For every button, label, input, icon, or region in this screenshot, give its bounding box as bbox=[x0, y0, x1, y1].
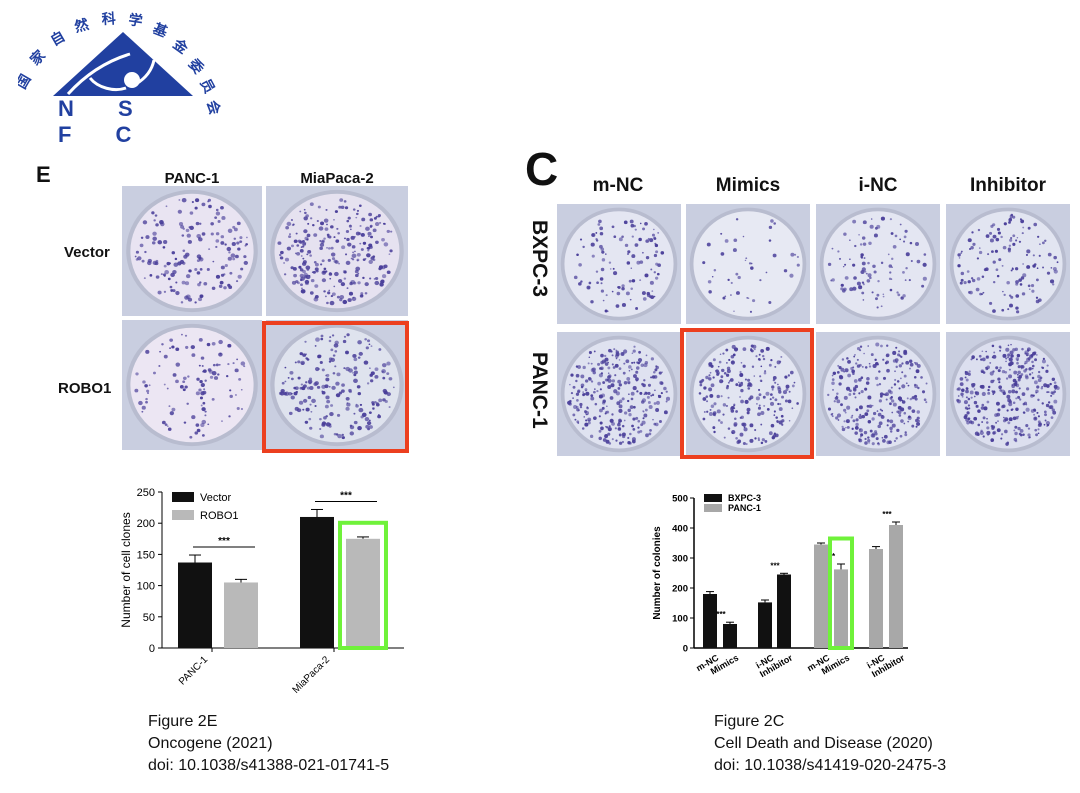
significance-label: *** bbox=[716, 610, 726, 619]
bar bbox=[758, 602, 772, 648]
colony-plate-image bbox=[122, 320, 262, 450]
caption-doi: doi: 10.1038/s41419-020-2475-3 bbox=[714, 757, 947, 774]
svg-text:然: 然 bbox=[73, 16, 91, 35]
bar bbox=[777, 574, 791, 648]
bar bbox=[300, 516, 334, 648]
svg-text:金: 金 bbox=[169, 35, 191, 57]
bar bbox=[889, 525, 903, 648]
bar bbox=[814, 544, 828, 648]
row-header-panc1: PANC-1 bbox=[528, 352, 551, 429]
colony-plate-image bbox=[816, 332, 940, 456]
svg-text:员: 员 bbox=[197, 76, 218, 96]
x-tick-label: MiaPaca-2 bbox=[291, 654, 333, 696]
colony-plate-image bbox=[686, 332, 810, 456]
svg-text:基: 基 bbox=[151, 20, 171, 40]
y-tick-label: 200 bbox=[137, 518, 155, 530]
y-tick-label: 150 bbox=[137, 549, 155, 561]
y-tick-label: 250 bbox=[137, 487, 155, 499]
column-header-inhibitor: Inhibitor bbox=[970, 175, 1046, 196]
y-tick-label: 400 bbox=[672, 524, 688, 535]
column-header-i-nc: i-NC bbox=[858, 175, 898, 196]
bar bbox=[723, 624, 737, 648]
colony-plate-image bbox=[816, 204, 940, 324]
caption-figure-2e: Figure 2E Oncogene (2021) doi: 10.1038/s… bbox=[148, 711, 389, 777]
bar bbox=[703, 594, 717, 648]
y-axis-label: Number of cell clones bbox=[119, 512, 133, 627]
caption-doi: doi: 10.1038/s41388-021-01741-5 bbox=[148, 757, 390, 774]
bar-chart-cell-clones: 0 50 100 150 200 250 Number of cell clones PANC… bbox=[119, 487, 404, 696]
column-header-miapaca2: MiaPaca-2 bbox=[300, 170, 374, 187]
row-header-bxpc3: BXPC-3 bbox=[528, 220, 551, 298]
logo-letters: N S F C bbox=[58, 96, 152, 147]
colony-plate-image bbox=[946, 204, 1070, 324]
significance-label: *** bbox=[770, 561, 780, 570]
y-tick-label: 50 bbox=[143, 612, 155, 624]
panel-letter-e: E bbox=[36, 162, 51, 187]
caption-journal: Cell Death and Disease (2020) bbox=[714, 735, 933, 752]
column-header-mimics: Mimics bbox=[715, 175, 781, 196]
column-header-m-nc: m-NC bbox=[592, 175, 644, 196]
highlight-box-green bbox=[338, 520, 388, 650]
colony-plate-image bbox=[557, 204, 681, 324]
colony-plate-image bbox=[266, 186, 408, 316]
y-tick-label: 500 bbox=[672, 494, 688, 505]
y-tick-label: 0 bbox=[149, 643, 155, 655]
highlight-box-green bbox=[828, 536, 854, 650]
bar bbox=[346, 538, 380, 648]
svg-text:科: 科 bbox=[101, 10, 116, 27]
legend-label: Vector bbox=[200, 492, 232, 504]
caption-figure-2c: Figure 2C Cell Death and Disease (2020) … bbox=[714, 711, 946, 777]
logo-triangle bbox=[53, 32, 193, 96]
colony-plate-image bbox=[946, 332, 1070, 456]
y-axis-label: Number of colonies bbox=[652, 526, 663, 620]
legend-swatch bbox=[172, 492, 194, 502]
significance-label: ** bbox=[829, 552, 836, 561]
y-tick-label: 300 bbox=[672, 554, 688, 565]
caption-title: Figure 2C bbox=[714, 713, 785, 730]
panel-letter-c: C bbox=[525, 143, 559, 195]
caption-journal: Oncogene (2021) bbox=[148, 735, 273, 752]
legend-swatch bbox=[704, 494, 722, 502]
colony-plate-image bbox=[557, 332, 681, 456]
svg-text:家: 家 bbox=[27, 46, 49, 68]
legend-swatch bbox=[704, 504, 722, 512]
y-tick-label: 0 bbox=[683, 644, 688, 655]
highlight-box-red bbox=[262, 321, 409, 453]
y-tick-label: 100 bbox=[672, 614, 688, 625]
legend-swatch bbox=[172, 510, 194, 520]
legend-label: PANC-1 bbox=[728, 503, 761, 513]
svg-text:国: 国 bbox=[18, 71, 34, 91]
bar bbox=[224, 582, 258, 648]
caption-title: Figure 2E bbox=[148, 713, 218, 730]
svg-text:会: 会 bbox=[204, 98, 224, 117]
colony-plate-image bbox=[122, 186, 262, 316]
colony-plate-image bbox=[686, 204, 810, 324]
bar bbox=[178, 562, 212, 648]
colony-plate-image bbox=[266, 320, 408, 450]
svg-text:学: 学 bbox=[128, 11, 144, 29]
legend-label: ROBO1 bbox=[200, 510, 239, 522]
significance-label: *** bbox=[882, 510, 892, 519]
bar bbox=[834, 569, 848, 648]
row-header-vector: Vector bbox=[64, 244, 110, 261]
column-header-panc1: PANC-1 bbox=[164, 170, 220, 187]
row-header-robo1: ROBO1 bbox=[58, 380, 112, 397]
y-tick-label: 100 bbox=[137, 581, 155, 593]
significance-label: *** bbox=[218, 536, 230, 547]
legend-label: BXPC-3 bbox=[728, 493, 761, 503]
highlight-box-red bbox=[680, 328, 814, 459]
y-tick-label: 200 bbox=[672, 584, 688, 595]
x-tick-label: PANC-1 bbox=[177, 654, 210, 687]
significance-label: *** bbox=[340, 490, 352, 501]
nsfc-logo: 国 家 自 然 科 学 基 金 委 员 会 bbox=[18, 10, 224, 117]
svg-text:自: 自 bbox=[48, 28, 68, 49]
bar bbox=[869, 549, 883, 648]
svg-text:委: 委 bbox=[185, 55, 207, 77]
